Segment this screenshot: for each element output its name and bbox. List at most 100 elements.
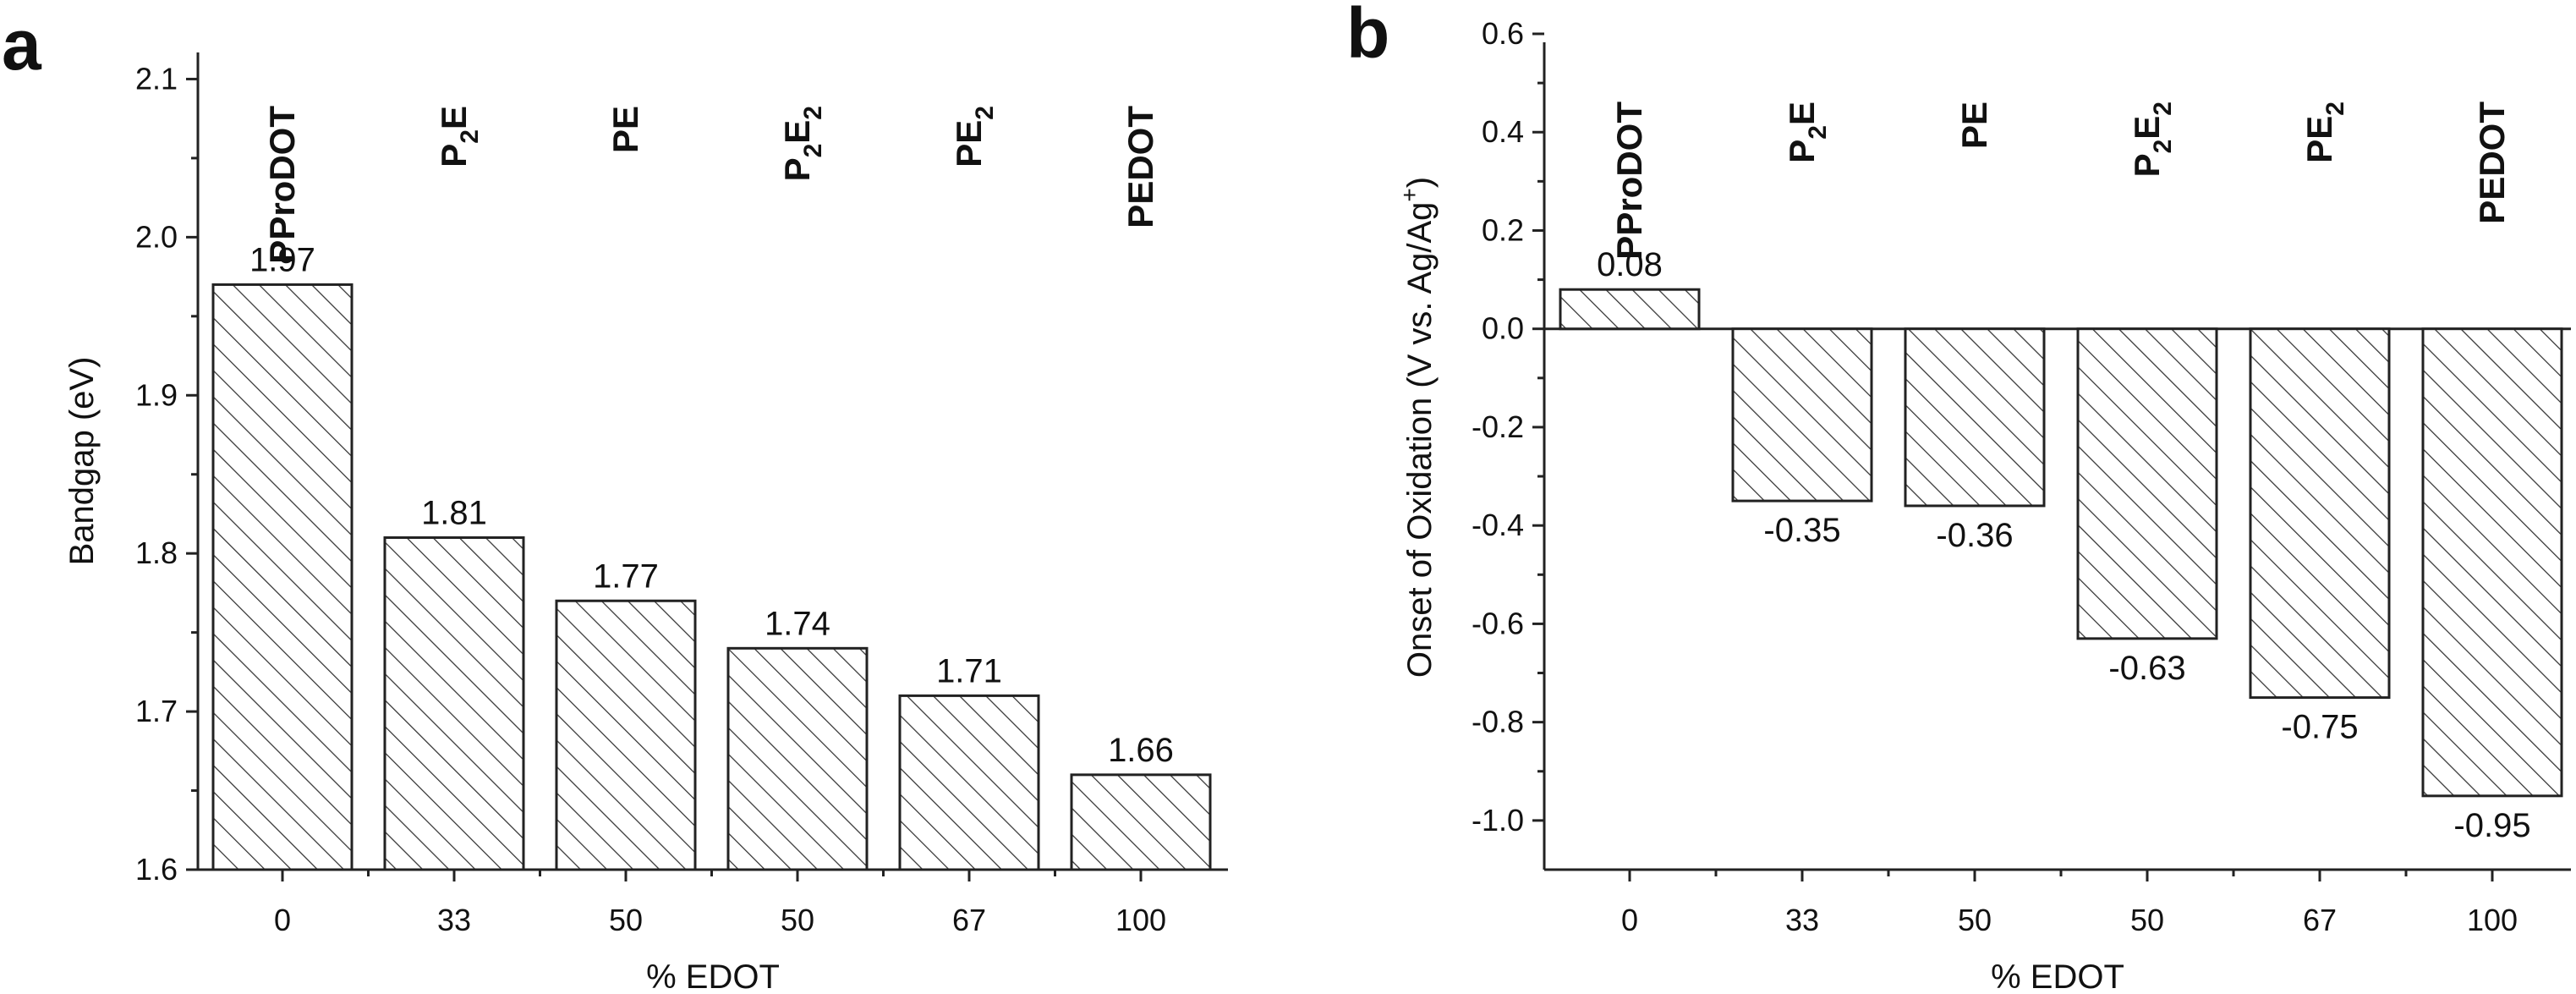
a-x-tick-label: 67 xyxy=(952,903,986,937)
panel-a-x-axis-title: % EDOT xyxy=(646,958,780,994)
a-composition-label: PEDOT xyxy=(1121,106,1160,228)
b-composition-sub: 2 xyxy=(1804,125,1832,140)
panel-b-x-axis-title: % EDOT xyxy=(1991,958,2124,994)
panel-b-y-axis-title: Onset of Oxidation (V vs. Ag/Ag+) xyxy=(1396,177,1439,678)
b-value-label: -0.35 xyxy=(1763,512,1840,549)
panel-a-bandgap-chart: a 1.61.71.81.92.02.1 0 33 50 50 67 100 1.971.… xyxy=(2,5,1228,994)
b-value-label: 0.08 xyxy=(1597,246,1663,283)
panel-a-y-axis-title: Bandgap (eV) xyxy=(63,357,101,566)
a-bar xyxy=(383,535,525,871)
panel-b-bars xyxy=(1559,288,2563,798)
a-bar xyxy=(211,283,354,871)
b-value-label: -0.63 xyxy=(2108,650,2185,687)
panel-b-x-ticks: 0 33 50 50 67 100 xyxy=(1621,870,2518,937)
b-composition-sub: 2 xyxy=(2149,140,2177,154)
a-value-label: 1.66 xyxy=(1108,732,1174,769)
a-composition-sub: 2 xyxy=(799,144,827,158)
a-y-tick-label: 1.9 xyxy=(135,377,178,412)
a-composition-base: PE xyxy=(949,120,989,167)
b-composition-label: PEDOT xyxy=(2472,102,2512,224)
panel-b-y-ticks: -1.0 -0.8 -0.6 -0.4 -0.2 0.0 0.2 0.4 0.6 xyxy=(1472,16,1544,837)
a-y-tick-label: 2.0 xyxy=(135,219,178,254)
b-y-tick-label: -1.0 xyxy=(1472,803,1524,837)
a-composition-sub: 2 xyxy=(456,129,484,144)
b-y-tick-label: 0.6 xyxy=(1482,16,1524,51)
b-composition-base: PE xyxy=(2299,116,2339,163)
a-x-tick-label: 50 xyxy=(609,903,643,937)
a-x-tick-label: 100 xyxy=(1115,903,1166,937)
b-value-label: -0.95 xyxy=(2453,807,2530,844)
b-bar xyxy=(2421,327,2563,798)
panel-a-label: a xyxy=(2,5,42,85)
b-y-tick-label: -0.4 xyxy=(1472,508,1524,542)
b-composition-base: P xyxy=(2127,153,2167,177)
b-y-tick-label: -0.2 xyxy=(1472,409,1524,444)
a-value-label: 1.71 xyxy=(936,652,1002,689)
a-x-tick-label: 33 xyxy=(437,903,471,937)
a-composition-base: P xyxy=(434,144,474,167)
b-y-tick-label: -0.8 xyxy=(1472,705,1524,739)
a-bar xyxy=(1070,773,1212,871)
b-bar xyxy=(2249,327,2391,700)
b-x-tick-label: 67 xyxy=(2303,903,2337,937)
b-value-label: -0.75 xyxy=(2281,709,2358,746)
b-value-label: -0.36 xyxy=(1936,517,2013,554)
b-composition-sub2: 2 xyxy=(2149,102,2177,116)
a-composition-label: P2E xyxy=(434,106,484,167)
a-value-label: 1.74 xyxy=(765,605,830,642)
b-x-tick-label: 100 xyxy=(2467,903,2518,937)
a-y-tick-label: 2.1 xyxy=(135,61,178,96)
a-y-tick-label: 1.7 xyxy=(135,694,178,728)
b-bar xyxy=(2076,327,2218,640)
a-value-label: 1.77 xyxy=(593,557,659,595)
panel-b-label: b xyxy=(1346,0,1389,73)
a-value-label: 1.81 xyxy=(421,494,487,531)
a-composition-base: PProDOT xyxy=(262,106,302,264)
b-y-tick-label: 0.0 xyxy=(1482,311,1524,346)
a-composition-label: PProDOT xyxy=(262,106,302,264)
b-composition-base: P xyxy=(1782,140,1822,163)
b-y-tick-label: 0.4 xyxy=(1482,114,1524,149)
a-bar xyxy=(726,646,869,871)
a-composition-sub: 2 xyxy=(971,106,999,120)
a-composition-label: PE xyxy=(606,106,645,153)
b-composition-label: PE2 xyxy=(2299,102,2349,163)
b-composition-base: PEDOT xyxy=(2472,102,2512,224)
panel-a-value-labels: 1.97 1.81 1.77 1.74 1.71 1.66 xyxy=(249,241,1174,768)
panel-a-bars xyxy=(211,283,1212,871)
b-composition-label: P2E xyxy=(1782,102,1832,163)
b-y-tick-label: -0.6 xyxy=(1472,606,1524,640)
panel-b-y-axis-title-sup: + xyxy=(1396,188,1422,201)
panel-b-y-axis-title-main: Onset of Oxidation (V vs. Ag/Ag xyxy=(1401,202,1439,678)
a-bar xyxy=(555,599,697,871)
a-x-tick-label: 0 xyxy=(274,903,291,937)
b-composition-tail: E xyxy=(1782,102,1822,125)
b-bar xyxy=(1904,327,2046,508)
b-composition-tail: E xyxy=(2127,116,2167,140)
a-composition-base: PE xyxy=(606,106,645,153)
b-composition-base: PE xyxy=(1954,102,1994,149)
panel-a-y-ticks: 1.6 1.7 1.8 1.9 2.0 2.1 xyxy=(135,61,198,887)
b-composition-label: PE xyxy=(1954,102,1994,149)
a-bar xyxy=(898,694,1040,871)
b-bar xyxy=(1731,327,1873,502)
panel-a-x-ticks: 0 33 50 50 67 100 xyxy=(274,870,1166,937)
a-composition-base: P xyxy=(777,157,817,181)
a-composition-label: PE2 xyxy=(949,106,999,167)
b-composition-label: P2E2 xyxy=(2127,102,2177,177)
panel-b-y-axis-title-end: ) xyxy=(1401,177,1439,188)
b-x-tick-label: 50 xyxy=(2130,903,2164,937)
b-bar xyxy=(1559,288,1701,331)
a-y-tick-label: 1.8 xyxy=(135,535,178,570)
b-y-tick-label: 0.2 xyxy=(1482,212,1524,247)
a-composition-sub2: 2 xyxy=(799,106,827,120)
b-composition-base: PProDOT xyxy=(1609,102,1649,260)
panel-b-oxidation-onset-chart: b -1.0 -0.8 -0.6 -0.4 -0.2 0.0 0.2 0.4 0.6 0 33 50… xyxy=(1346,0,2571,994)
b-composition-sub: 2 xyxy=(2321,102,2349,116)
a-composition-tail: E xyxy=(777,120,817,144)
a-x-tick-label: 50 xyxy=(781,903,814,937)
b-x-tick-label: 50 xyxy=(1958,903,1992,937)
a-y-tick-label: 1.6 xyxy=(135,852,178,887)
